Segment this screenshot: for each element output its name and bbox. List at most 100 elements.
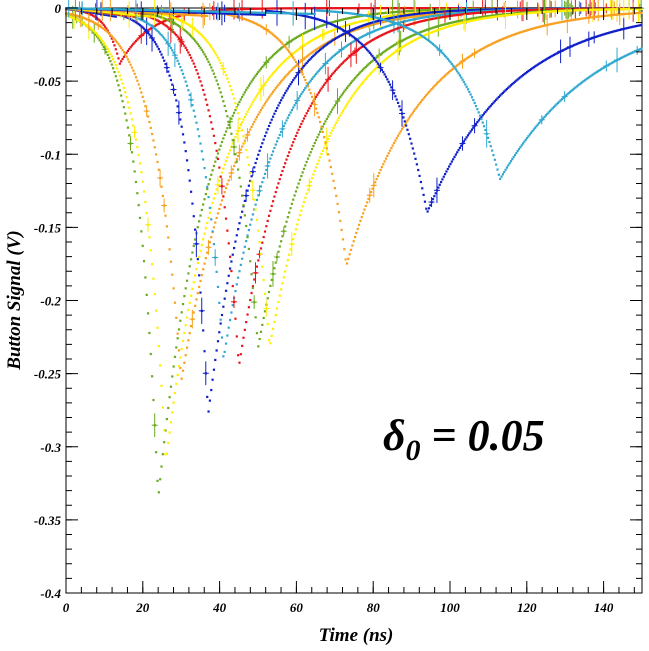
data-point: [422, 29, 425, 33]
data-point: [360, 24, 363, 28]
data-point: [298, 7, 302, 10]
data-point: [86, 24, 89, 27]
data-point: [405, 121, 408, 124]
data-point: [254, 7, 257, 10]
data-point: [262, 316, 265, 320]
data-point: [153, 27, 156, 30]
data-point: [301, 171, 304, 174]
data-point: [202, 11, 205, 14]
data-point: [164, 214, 167, 217]
data-point: [458, 62, 461, 65]
data-point: [286, 48, 289, 52]
data-point: [345, 86, 349, 90]
data-point: [138, 13, 142, 16]
data-point: [595, 8, 599, 11]
data-point: [319, 120, 322, 124]
data-point: [132, 15, 135, 18]
data-point: [460, 9, 463, 12]
data-point: [206, 103, 209, 106]
data-point: [196, 11, 199, 14]
data-point: [215, 188, 218, 191]
data-point: [387, 55, 390, 59]
data-point: [383, 20, 386, 23]
data-point: [489, 43, 492, 46]
data-point: [91, 20, 95, 24]
data-point: [293, 137, 296, 141]
data-point: [224, 130, 228, 133]
data-point: [138, 18, 142, 21]
data-point: [320, 66, 323, 69]
data-point: [105, 30, 108, 33]
data-point: [250, 291, 253, 295]
data-point: [297, 182, 300, 185]
data-point: [167, 70, 170, 73]
data-point: [238, 361, 241, 364]
data-point: [335, 37, 338, 40]
data-point: [411, 18, 414, 21]
data-point: [332, 28, 335, 32]
data-point: [485, 45, 488, 48]
data-point: [332, 179, 335, 182]
data-point: [293, 104, 296, 107]
data-point: [120, 46, 123, 50]
data-point: [425, 9, 428, 12]
data-point: [253, 278, 256, 281]
data-point: [82, 16, 85, 20]
data-point: [343, 60, 346, 63]
data-point: [294, 190, 298, 193]
data-point: [89, 26, 92, 30]
data-point: [112, 67, 115, 70]
data-point: [302, 32, 306, 35]
data-point: [132, 69, 135, 72]
data-point: [606, 8, 609, 11]
data-point: [386, 56, 389, 60]
data-point: [472, 10, 475, 14]
data-point: [242, 17, 245, 20]
data-point: [434, 29, 437, 32]
data-point: [431, 7, 435, 10]
data-point: [507, 35, 510, 38]
data-point: [509, 13, 513, 16]
data-point: [353, 29, 357, 32]
data-point: [458, 8, 461, 11]
data-point: [325, 43, 328, 46]
data-point: [394, 18, 397, 21]
data-point: [332, 24, 335, 27]
data-point: [239, 216, 242, 219]
data-point: [145, 15, 148, 18]
data-point: [254, 13, 257, 16]
data-point: [621, 13, 624, 16]
data-point: [309, 79, 312, 82]
data-point: [316, 51, 319, 54]
data-point: [345, 262, 349, 265]
data-point: [355, 89, 358, 92]
data-point: [473, 10, 476, 13]
data-point: [368, 18, 371, 21]
data-point: [99, 41, 103, 44]
data-point: [296, 7, 299, 10]
series-9: [65, 0, 643, 265]
data-point: [317, 133, 320, 136]
data-point: [176, 10, 179, 13]
data-point: [512, 33, 515, 36]
data-point: [454, 7, 457, 10]
data-point: [282, 45, 285, 48]
data-point: [233, 97, 236, 100]
data-point: [360, 45, 363, 49]
data-point: [539, 25, 542, 28]
data-point: [250, 125, 253, 129]
data-point: [199, 32, 202, 36]
data-point: [512, 9, 515, 12]
data-point: [235, 8, 238, 11]
data-point: [505, 9, 509, 13]
data-point: [357, 37, 361, 40]
data-point: [335, 68, 338, 71]
data-point: [573, 9, 576, 12]
data-point: [542, 10, 545, 14]
data-point: [250, 7, 253, 10]
data-point: [245, 224, 248, 228]
data-point: [165, 14, 168, 17]
data-point: [200, 273, 203, 277]
data-point: [142, 14, 146, 17]
data-point: [301, 66, 304, 69]
